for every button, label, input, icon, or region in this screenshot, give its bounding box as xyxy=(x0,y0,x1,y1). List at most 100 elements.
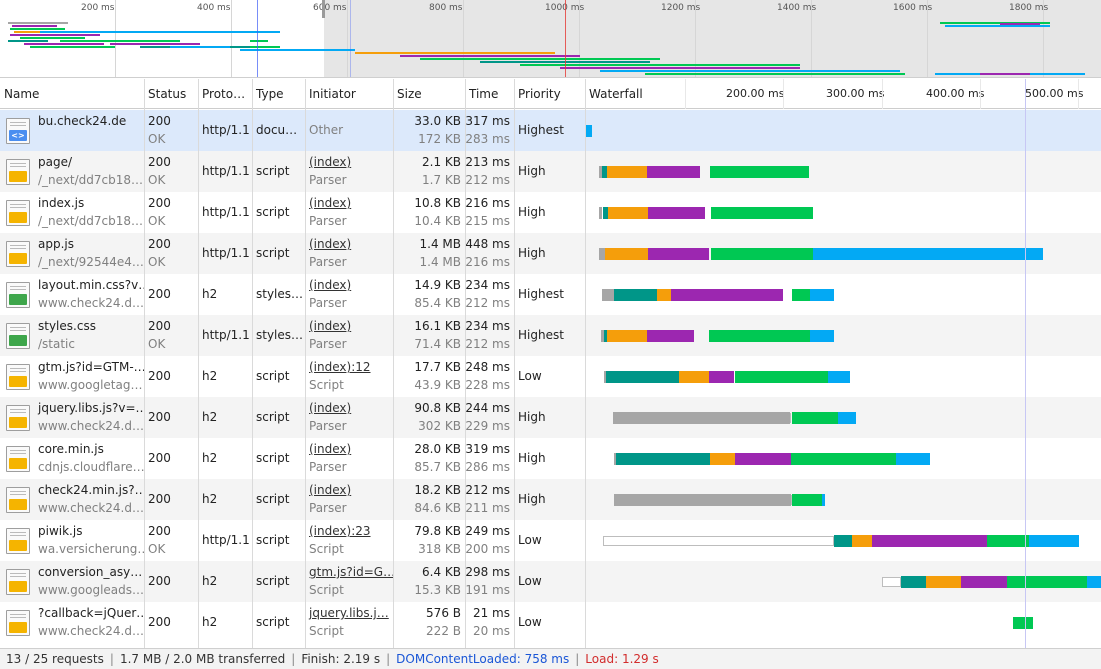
overview-tick-label: 800 ms xyxy=(429,3,463,13)
latency-time: 200 ms xyxy=(465,542,510,556)
table-header: Name Status Proto… Type Initiator Size T… xyxy=(0,79,1101,109)
status-code: 200 xyxy=(148,492,171,506)
initiator-cell[interactable]: Other xyxy=(305,110,393,151)
initiator-link[interactable]: (index) xyxy=(309,401,352,415)
header-name[interactable]: Name xyxy=(4,87,40,101)
name-cell[interactable]: index.js /_next/dd7cb18… xyxy=(0,192,144,233)
name-cell[interactable]: <> bu.check24.de xyxy=(0,110,144,151)
column-divider[interactable] xyxy=(252,79,253,648)
request-path: /static xyxy=(38,337,75,351)
overview-range-handle[interactable] xyxy=(322,0,325,18)
name-cell[interactable]: piwik.js wa.versicherung… xyxy=(0,520,144,561)
waterfall-tick: 300.00 ms xyxy=(826,87,885,100)
priority: High xyxy=(518,246,546,260)
total-time: 234 ms xyxy=(465,278,510,292)
status-code: 200 xyxy=(148,615,171,629)
name-cell[interactable]: layout.min.css?v… www.check24.d… xyxy=(0,274,144,315)
transfer-size: 33.0 KB xyxy=(414,114,461,128)
initiator-link[interactable]: gtm.js?id=G… xyxy=(309,565,393,579)
table-row[interactable]: conversion_asy… www.googleads… 200 h2 script… xyxy=(0,561,1101,602)
waterfall-cell xyxy=(585,192,1101,233)
waterfall-segment xyxy=(1007,576,1087,588)
header-initiator[interactable]: Initiator xyxy=(309,87,356,101)
table-row[interactable]: styles.css/static 200 OK http/1.1 styles… (in… xyxy=(0,315,1101,356)
initiator-link[interactable]: (index) xyxy=(309,278,352,292)
initiator-link[interactable]: (index):12 xyxy=(309,360,371,374)
initiator-link[interactable]: (index):23 xyxy=(309,524,371,538)
initiator-link[interactable]: (index) xyxy=(309,196,352,210)
initiator-cell[interactable]: (index) Parser xyxy=(305,274,393,315)
header-type[interactable]: Type xyxy=(256,87,284,101)
column-divider[interactable] xyxy=(585,79,586,648)
overview-tick-label: 400 ms xyxy=(197,3,231,13)
initiator-link[interactable]: (index) xyxy=(309,155,352,169)
column-divider[interactable] xyxy=(198,79,199,648)
initiator-link[interactable]: (index) xyxy=(309,237,352,251)
initiator-link[interactable]: jquery.libs.j… xyxy=(309,606,389,620)
status-text: OK xyxy=(148,132,166,146)
initiator-cell[interactable]: (index) Parser xyxy=(305,438,393,479)
initiator-cell[interactable]: (index) Parser xyxy=(305,315,393,356)
table-row[interactable]: index.js /_next/dd7cb18… 200 OK http/1.1 scri… xyxy=(0,192,1101,233)
waterfall-gridline xyxy=(1078,79,1079,109)
column-divider[interactable] xyxy=(305,79,306,648)
header-status[interactable]: Status xyxy=(148,87,187,101)
resource-type: styles… xyxy=(256,287,304,301)
status-cell: 200 xyxy=(144,397,198,438)
table-row[interactable]: layout.min.css?v… www.check24.d… 200 h2 styl… xyxy=(0,274,1101,315)
initiator-cell[interactable]: (index):23 Script xyxy=(305,520,393,561)
column-divider[interactable] xyxy=(514,79,515,648)
overview-tick-label: 1400 ms xyxy=(777,3,817,13)
overview-request-bar xyxy=(8,40,48,42)
table-row[interactable]: core.min.js cdnjs.cloudflare… 200 h2 script (… xyxy=(0,438,1101,479)
column-divider[interactable] xyxy=(465,79,466,648)
column-divider[interactable] xyxy=(144,79,145,648)
name-cell[interactable]: conversion_asy… www.googleads… xyxy=(0,561,144,602)
protocol-cell: h2 xyxy=(198,602,252,643)
initiator-type: Parser xyxy=(309,419,347,433)
overview-timeline[interactable]: 200 ms 400 ms 600 ms 800 ms 1000 ms 1200 ms 14… xyxy=(0,0,1101,78)
table-row[interactable]: <> bu.check24.de 200 OK http/1.1 docu… Other 33… xyxy=(0,110,1101,151)
initiator-cell[interactable]: (index) Parser xyxy=(305,151,393,192)
table-row[interactable]: gtm.js?id=GTM-… www.googletag… 200 h2 script… xyxy=(0,356,1101,397)
column-divider[interactable] xyxy=(393,79,394,648)
initiator-cell[interactable]: (index) Parser xyxy=(305,479,393,520)
name-cell[interactable]: core.min.js cdnjs.cloudflare… xyxy=(0,438,144,479)
name-cell[interactable]: jquery.libs.js?v=… www.check24.d… xyxy=(0,397,144,438)
table-row[interactable]: ?callback=jQuer… www.check24.d… 200 h2 scrip… xyxy=(0,602,1101,643)
time-cell: 213 ms 212 ms xyxy=(465,151,514,192)
name-cell[interactable]: gtm.js?id=GTM-… www.googletag… xyxy=(0,356,144,397)
total-time: 244 ms xyxy=(465,401,510,415)
waterfall-segment xyxy=(648,248,709,260)
priority-cell: High xyxy=(514,151,585,192)
name-cell[interactable]: ?callback=jQuer… www.check24.d… xyxy=(0,602,144,643)
initiator-link[interactable]: (index) xyxy=(309,442,352,456)
header-priority[interactable]: Priority xyxy=(518,87,561,101)
name-cell[interactable]: app.js /_next/92544e4… xyxy=(0,233,144,274)
status-cell: 200 OK xyxy=(144,151,198,192)
table-row[interactable]: jquery.libs.js?v=… www.check24.d… 200 h2 scr… xyxy=(0,397,1101,438)
name-cell[interactable]: page/ /_next/dd7cb18… xyxy=(0,151,144,192)
initiator-link[interactable]: (index) xyxy=(309,483,352,497)
request-path: /_next/dd7cb18… xyxy=(38,214,144,228)
initiator-cell[interactable]: gtm.js?id=G… Script xyxy=(305,561,393,602)
header-size[interactable]: Size xyxy=(397,87,422,101)
protocol-cell: h2 xyxy=(198,438,252,479)
initiator-link[interactable]: (index) xyxy=(309,319,352,333)
table-row[interactable]: check24.min.js?… www.check24.d… 200 h2 scrip… xyxy=(0,479,1101,520)
header-waterfall[interactable]: Waterfall xyxy=(589,87,643,101)
initiator-cell[interactable]: (index) Parser xyxy=(305,397,393,438)
header-protocol[interactable]: Proto… xyxy=(202,87,246,101)
initiator-cell[interactable]: jquery.libs.j… Script xyxy=(305,602,393,643)
initiator-cell[interactable]: (index):12 Script xyxy=(305,356,393,397)
header-time[interactable]: Time xyxy=(469,87,499,101)
table-row[interactable]: app.js /_next/92544e4… 200 OK http/1.1 script… xyxy=(0,233,1101,274)
initiator-cell[interactable]: (index) Parser xyxy=(305,233,393,274)
name-cell[interactable]: check24.min.js?… www.check24.d… xyxy=(0,479,144,520)
table-row[interactable]: piwik.js wa.versicherung… 200 OK http/1.1 scr… xyxy=(0,520,1101,561)
transfer-size: 14.9 KB xyxy=(414,278,461,292)
name-cell[interactable]: styles.css/static xyxy=(0,315,144,356)
status-cell: 200 xyxy=(144,274,198,315)
initiator-cell[interactable]: (index) Parser xyxy=(305,192,393,233)
table-row[interactable]: page/ /_next/dd7cb18… 200 OK http/1.1 script (… xyxy=(0,151,1101,192)
